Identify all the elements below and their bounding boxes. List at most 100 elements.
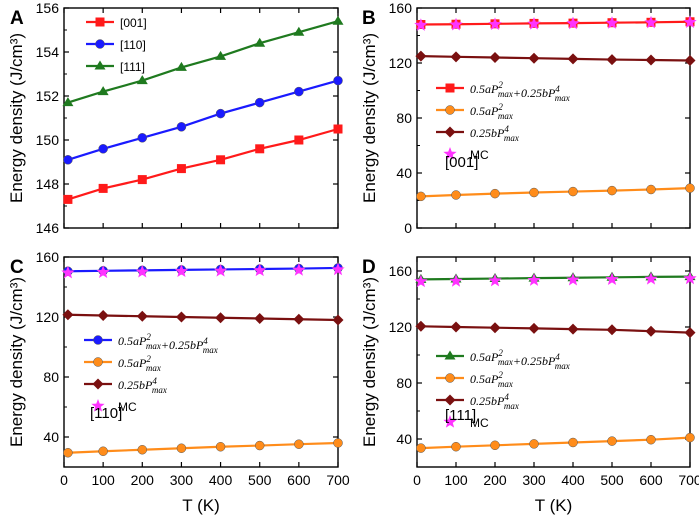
panel-annotation: [110] — [90, 405, 122, 422]
data-point — [333, 75, 343, 86]
data-point — [529, 439, 539, 449]
legend-label: 0.25bP4 max — [470, 392, 519, 411]
data-point — [685, 183, 695, 193]
data-point — [215, 50, 227, 60]
data-point — [450, 321, 462, 333]
series-line — [420, 325, 691, 334]
data-point — [566, 16, 580, 30]
legend-marker — [94, 60, 106, 70]
series-line — [67, 79, 339, 161]
legend-sub: max — [555, 93, 570, 103]
legend-sup: 2 — [146, 332, 151, 342]
data-point — [490, 188, 500, 199]
data-point — [215, 312, 227, 324]
series-025bpmax — [415, 50, 696, 67]
legend-sup: 2 — [498, 370, 503, 380]
data-point — [254, 440, 265, 451]
legend-sup: 2 — [146, 354, 151, 364]
panel-label: D — [362, 257, 376, 278]
x-tick-label: 400 — [209, 472, 233, 488]
series-line — [420, 187, 691, 198]
series-mc — [414, 15, 697, 31]
legend-label: MC — [470, 416, 489, 430]
y-tick-label: 146 — [36, 220, 60, 236]
legend-sub: max — [203, 345, 218, 355]
data-point — [96, 265, 110, 278]
data-point — [606, 324, 618, 336]
x-tick-label: 500 — [600, 472, 624, 488]
data-point — [566, 272, 580, 286]
y-tick-label: 152 — [36, 88, 60, 104]
legend-marker — [92, 378, 104, 390]
y-tick-label: 154 — [36, 44, 60, 60]
x-tick-label: 100 — [444, 472, 468, 488]
x-tick-label: 0 — [413, 472, 421, 488]
legend-marker — [443, 415, 457, 428]
legend-term: 0.5aP — [118, 334, 147, 348]
data-point — [489, 322, 501, 334]
legend-term: 0.5aP — [470, 82, 499, 96]
y-axis-label: Energy density (J/cm³) — [360, 33, 379, 203]
data-point — [176, 443, 187, 453]
data-point — [137, 445, 148, 455]
data-point — [490, 440, 500, 451]
data-point — [567, 323, 579, 335]
legend-term: 0.25bP — [169, 338, 204, 352]
legend-sup: 4 — [504, 124, 509, 134]
data-point — [489, 52, 501, 63]
legend-sup: 2 — [498, 348, 503, 358]
data-point — [416, 443, 426, 453]
data-point — [97, 310, 109, 321]
data-point — [63, 194, 73, 204]
data-point — [174, 264, 189, 278]
data-point — [607, 436, 617, 446]
x-tick-label: 700 — [678, 472, 699, 488]
y-tick-label: 156 — [36, 0, 60, 16]
data-point — [331, 262, 345, 276]
data-point — [644, 15, 658, 29]
series-line — [67, 20, 339, 104]
data-point — [451, 441, 461, 452]
series-line — [67, 127, 339, 201]
data-point — [451, 190, 461, 200]
data-point — [333, 124, 343, 134]
legend-sup: 4 — [203, 336, 208, 346]
series-line — [67, 441, 339, 454]
legend-marker — [93, 357, 103, 367]
data-point — [568, 437, 578, 448]
x-tick-label: 300 — [170, 472, 194, 488]
data-point — [97, 86, 109, 96]
data-point — [527, 273, 541, 286]
legend-marker — [444, 126, 456, 138]
data-point — [414, 18, 428, 31]
data-point — [136, 310, 148, 322]
legend-sub: max — [498, 357, 513, 367]
data-point — [527, 16, 541, 30]
y-tick-label: 80 — [396, 375, 412, 391]
y-tick-label: 160 — [389, 0, 413, 16]
panel-label: C — [10, 257, 24, 278]
legend-sub: max — [146, 363, 161, 373]
legend-marker — [443, 147, 457, 160]
y-tick-label: 150 — [36, 132, 60, 148]
y-tick-label: 160 — [389, 263, 413, 279]
data-point — [293, 26, 305, 36]
panel-label: B — [362, 8, 376, 29]
legend-sup: 4 — [152, 376, 157, 386]
panel-A: 146 148 150 152 154 156 Energy density (J/cm³)… — [7, 0, 344, 236]
data-point — [449, 17, 463, 31]
legend-sub: max — [146, 341, 161, 351]
x-tick-label: 0 — [60, 472, 68, 488]
x-tick-label: 400 — [561, 472, 585, 488]
data-point — [213, 263, 228, 277]
legend-sup: 2 — [498, 80, 503, 90]
legend-plus: + — [513, 354, 521, 368]
series-001 — [63, 124, 343, 204]
data-point — [98, 183, 108, 193]
legend-sub: max — [498, 379, 513, 389]
data-point — [61, 265, 75, 279]
data-point — [685, 432, 695, 443]
data-point — [449, 274, 463, 287]
data-point — [528, 52, 540, 64]
